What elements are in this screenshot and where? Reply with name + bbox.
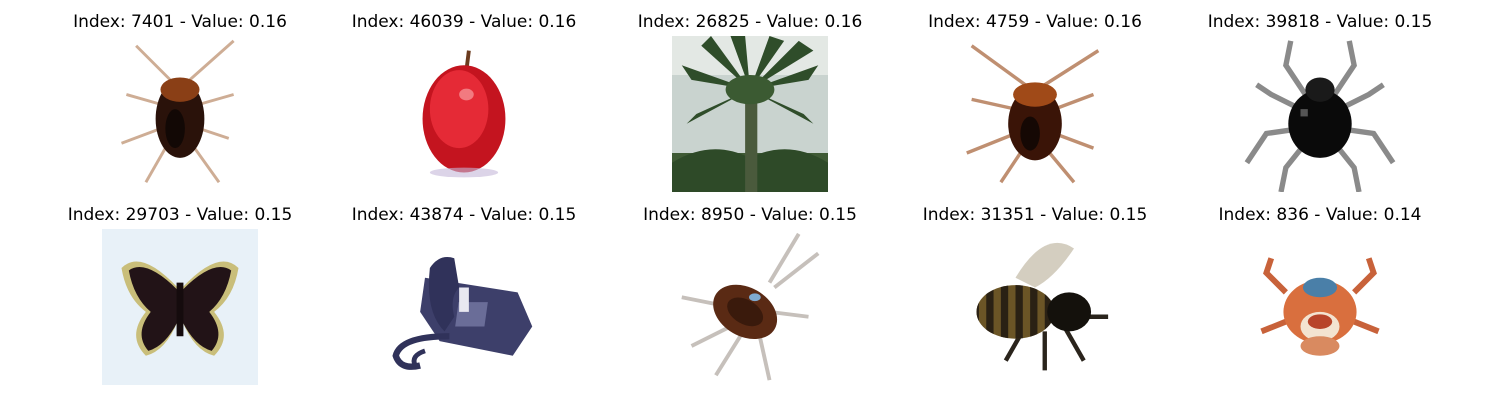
telephone-image — [386, 229, 542, 385]
butterfly-image-svg — [102, 229, 258, 385]
cockroach-image-svg — [102, 36, 258, 192]
bee-image-svg — [957, 229, 1113, 385]
crab-image — [1242, 229, 1398, 385]
grid-panel: Index: 43874 - Value: 0.15 — [334, 205, 594, 385]
palm-tree-image — [672, 36, 828, 192]
spider-image — [1242, 36, 1398, 192]
grid-panel: Index: 46039 - Value: 0.16 — [334, 12, 594, 192]
cockroach-image — [957, 36, 1113, 192]
telephone-image-svg — [386, 229, 542, 385]
panel-title: Index: 31351 - Value: 0.15 — [922, 205, 1148, 225]
panel-title: Index: 43874 - Value: 0.15 — [351, 205, 577, 225]
bee-image — [957, 229, 1113, 385]
grid-panel: Index: 39818 - Value: 0.15 — [1190, 12, 1450, 192]
grid-panel: Index: 31351 - Value: 0.15 — [905, 205, 1165, 385]
crab-image-svg — [1242, 229, 1398, 385]
grid-panel: Index: 8950 - Value: 0.15 — [620, 205, 880, 385]
panel-title: Index: 29703 - Value: 0.15 — [67, 205, 293, 225]
cockroach-image — [102, 36, 258, 192]
grid-panel: Index: 7401 - Value: 0.16 — [50, 12, 310, 192]
grid-panel: Index: 4759 - Value: 0.16 — [905, 12, 1165, 192]
panel-title: Index: 4759 - Value: 0.16 — [928, 12, 1142, 32]
panel-title: Index: 39818 - Value: 0.15 — [1207, 12, 1433, 32]
palm-tree-image-svg — [672, 36, 828, 192]
panel-title: Index: 46039 - Value: 0.16 — [351, 12, 577, 32]
cockroach-image-svg — [672, 229, 828, 385]
grid-panel: Index: 26825 - Value: 0.16 — [620, 12, 880, 192]
grid-panel: Index: 29703 - Value: 0.15 — [50, 205, 310, 385]
spider-image-svg — [1242, 36, 1398, 192]
panel-title: Index: 836 - Value: 0.14 — [1218, 205, 1422, 225]
apple-image — [386, 36, 542, 192]
apple-image-svg — [386, 36, 542, 192]
panel-title: Index: 7401 - Value: 0.16 — [73, 12, 287, 32]
cockroach-image — [672, 229, 828, 385]
grid-panel: Index: 836 - Value: 0.14 — [1190, 205, 1450, 385]
panel-title: Index: 26825 - Value: 0.16 — [637, 12, 863, 32]
butterfly-image — [102, 229, 258, 385]
panel-title: Index: 8950 - Value: 0.15 — [643, 205, 857, 225]
cockroach-image-svg — [957, 36, 1113, 192]
